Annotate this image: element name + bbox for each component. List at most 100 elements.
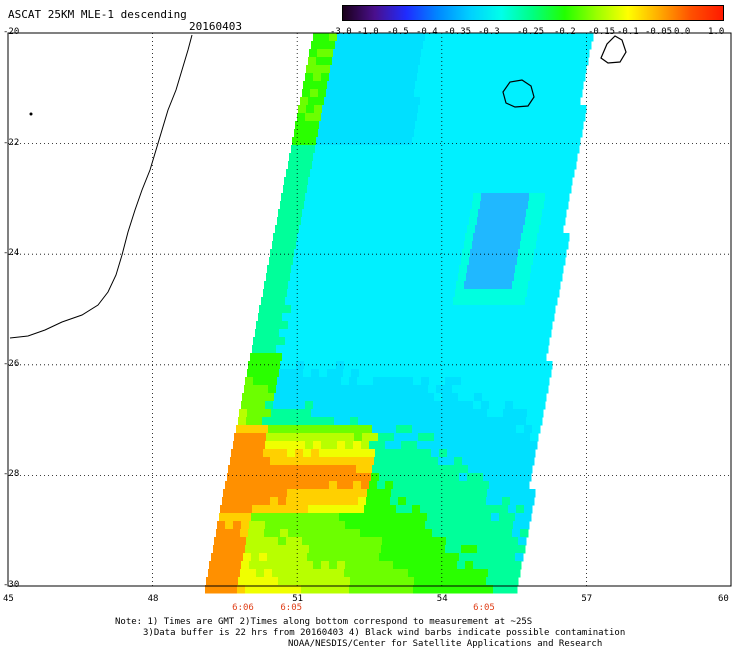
swath-cell — [259, 305, 268, 314]
swath-cell — [473, 153, 482, 162]
swath-cell — [440, 161, 449, 170]
swath-cell — [407, 369, 416, 378]
swath-cell — [502, 497, 511, 506]
swath-cell — [344, 161, 353, 170]
swath-cell — [476, 465, 485, 474]
swath-cell — [412, 137, 421, 146]
reunion-island-outline — [502, 79, 535, 108]
swath-cell — [438, 417, 447, 426]
swath-cell — [424, 241, 433, 250]
swath-cell — [443, 473, 452, 482]
swath-cell — [471, 121, 480, 130]
swath-cell — [481, 481, 490, 490]
swath-cell — [486, 417, 495, 426]
swath-cell — [399, 289, 408, 298]
swath-cell — [408, 241, 417, 250]
swath-cell — [379, 513, 388, 522]
swath-cell — [415, 121, 424, 130]
swath-cell — [396, 137, 405, 146]
swath-cell — [376, 241, 385, 250]
swath-cell — [221, 545, 230, 554]
swath-cell — [510, 457, 519, 466]
swath-cell — [333, 49, 342, 58]
swath-cell — [548, 97, 557, 106]
swath-cell — [399, 449, 408, 458]
swath-cell — [464, 361, 473, 370]
swath-cell — [366, 129, 375, 138]
swath-cell — [386, 65, 395, 74]
swath-cell — [465, 193, 474, 202]
swath-cell — [337, 521, 346, 530]
swath-cell — [312, 569, 321, 578]
swath-cell — [287, 409, 296, 418]
swath-cell — [441, 113, 450, 122]
swath-cell — [315, 265, 324, 274]
swath-cell — [460, 97, 469, 106]
swath-cell — [513, 73, 522, 82]
swath-cell — [491, 513, 500, 522]
swath-cell — [349, 49, 358, 58]
swath-cell — [496, 529, 505, 538]
swath-cell — [288, 361, 297, 370]
swath-cell — [408, 281, 417, 290]
swath-cell — [395, 185, 404, 194]
swath-cell — [334, 457, 343, 466]
swath-cell — [544, 361, 553, 370]
swath-cell — [450, 65, 459, 74]
swath-cell — [559, 81, 568, 90]
swath-cell — [353, 521, 362, 530]
swath-cell — [422, 129, 431, 138]
swath-cell — [281, 481, 290, 490]
swath-cell — [239, 449, 248, 458]
swath-cell — [281, 401, 290, 410]
swath-cell — [419, 305, 428, 314]
swath-cell — [448, 529, 457, 538]
swath-cell — [286, 209, 295, 218]
swath-cell — [374, 89, 383, 98]
swath-cell — [439, 329, 448, 338]
swath-cell — [261, 297, 270, 306]
swath-cell — [412, 425, 421, 434]
swath-cell — [279, 409, 288, 418]
swath-cell — [271, 329, 280, 338]
swath-cell — [429, 545, 438, 554]
swath-cell — [426, 353, 435, 362]
swath-cell — [460, 345, 469, 354]
swath-cell — [324, 177, 333, 186]
swath-cell — [366, 537, 375, 546]
swath-cell — [581, 49, 590, 58]
swath-cell — [468, 505, 477, 514]
swath-cell — [329, 33, 338, 42]
swath-cell — [353, 153, 362, 162]
swath-cell — [369, 33, 378, 42]
swath-cell — [353, 113, 362, 122]
swath-cell — [555, 225, 564, 234]
swath-cell — [499, 225, 508, 234]
swath-cell — [314, 393, 323, 402]
swath-cell — [513, 441, 522, 450]
swath-cell — [496, 569, 505, 578]
swath-cell — [444, 137, 453, 146]
swath-cell — [294, 129, 303, 138]
swath-cell — [380, 177, 389, 186]
swath-cell — [549, 217, 558, 226]
swath-cell — [416, 321, 425, 330]
swath-cell — [380, 505, 389, 514]
swath-cell — [352, 281, 361, 290]
swath-cell — [233, 561, 242, 570]
swath-cell — [431, 121, 440, 130]
swath-cell — [316, 137, 325, 146]
swath-cell — [375, 289, 384, 298]
swath-cell — [479, 41, 488, 50]
swath-cell — [398, 129, 407, 138]
swath-cell — [357, 585, 366, 594]
swath-cell — [485, 337, 494, 346]
swath-cell — [500, 465, 509, 474]
swath-cell — [564, 177, 573, 186]
swath-cell — [371, 305, 380, 314]
swath-cell — [283, 513, 292, 522]
swath-cell — [322, 353, 331, 362]
swath-cell — [324, 425, 333, 434]
swath-cell — [508, 505, 517, 514]
swath-cell — [335, 369, 344, 378]
